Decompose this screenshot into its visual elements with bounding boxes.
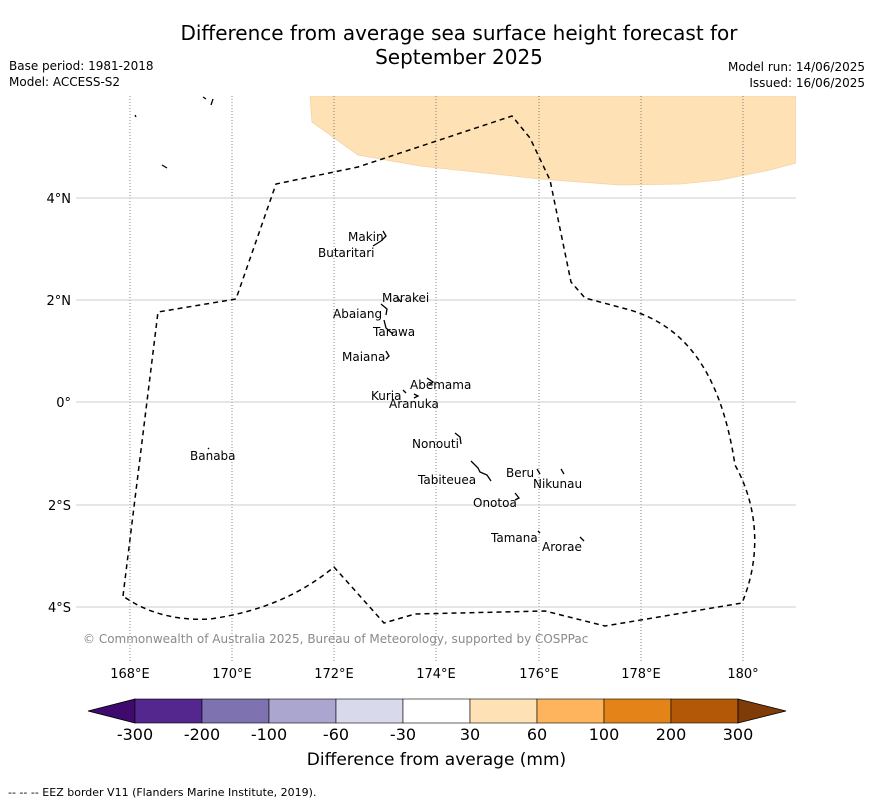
title-line-2: September 2025 — [375, 45, 543, 69]
colorbar-tick: 60 — [527, 725, 547, 744]
lon-label-172e: 172°E — [314, 667, 354, 682]
island-shape-tabiteuea — [470, 460, 492, 482]
colorbar-bin — [335, 698, 404, 724]
model-run: Model run: 14/06/2025 — [727, 60, 865, 74]
page-title: Difference from average sea surface heig… — [0, 21, 873, 69]
lon-label-178e: 178°E — [621, 667, 661, 682]
island-labels: Makin Butaritari Marakei Abaiang Tarawa … — [190, 230, 582, 554]
island-shape-onotoa — [514, 492, 521, 501]
island-shape-tarawa — [383, 319, 394, 335]
colorbar-bin — [134, 698, 203, 724]
colorbar-tick: -30 — [390, 725, 416, 744]
colorbar-tick: -100 — [251, 725, 287, 744]
island-shape-aranuka — [413, 393, 420, 399]
lon-label-180: 180° — [727, 667, 758, 682]
base-period: Base period: 1981-2018 — [9, 59, 154, 73]
island-shape-nikunau — [560, 468, 565, 475]
island-label-abaiang: Abaiang — [333, 307, 382, 321]
meridian-lines — [129, 96, 744, 661]
colorbar-extend-high — [737, 698, 787, 724]
island-shape-marakei — [396, 296, 402, 303]
issued-date: Issued: 16/06/2025 — [749, 76, 865, 90]
parallel-lines — [76, 197, 796, 608]
island-label-nonouti: Nonouti — [412, 437, 459, 451]
colorbar-bin — [201, 698, 270, 724]
lat-label-4n: 4°N — [47, 192, 72, 207]
lat-label-2s: 2°S — [48, 499, 71, 514]
colorbar-tick: 30 — [460, 725, 480, 744]
eez-border-note: -- -- -- EEZ border V11 (Flanders Marine… — [8, 786, 317, 799]
colorbar-tick: -200 — [184, 725, 220, 744]
colorbar-bin — [603, 698, 672, 724]
lon-label-170e: 170°E — [212, 667, 252, 682]
model-name: Model: ACCESS-S2 — [9, 75, 121, 89]
island-label-abemama: Abemama — [410, 378, 471, 392]
colorbar-tick-labels: -300 -200 -100 -60 -30 30 60 100 200 300 — [117, 725, 753, 744]
island-label-arorae: Arorae — [542, 540, 582, 554]
island-shape-tamana — [537, 530, 541, 534]
island-shape-abemama — [426, 377, 435, 386]
colorbar-bin — [469, 698, 538, 724]
title-line-1: Difference from average sea surface heig… — [180, 21, 738, 45]
island-label-kuria: Kuria — [371, 389, 402, 403]
colorbar-bin — [536, 698, 605, 724]
island-shape-beru — [536, 468, 541, 475]
island-shape-abaiang — [380, 303, 388, 316]
island-label-banaba: Banaba — [190, 449, 236, 463]
island-shape-nw-3 — [202, 96, 207, 100]
lon-label-174e: 174°E — [416, 667, 456, 682]
anomaly-region-30-60 — [309, 96, 796, 186]
copyright-notice: © Commonwealth of Australia 2025, Bureau… — [83, 632, 589, 646]
island-shape-maiana — [385, 350, 390, 360]
colorbar-tick: 100 — [589, 725, 620, 744]
island-label-beru: Beru — [506, 466, 534, 480]
island-shape-butaritari — [372, 240, 382, 247]
island-label-makin: Makin — [348, 230, 384, 244]
colorbar-bin — [268, 698, 337, 724]
colorbar-bin — [402, 698, 471, 724]
island-label-tamana: Tamana — [490, 531, 538, 545]
island-outlines — [134, 96, 585, 542]
island-label-tarawa: Tarawa — [372, 325, 415, 339]
lon-label-168e: 168°E — [110, 667, 150, 682]
meta-right: Model run: 14/06/2025 Issued: 16/06/2025 — [728, 59, 865, 91]
island-label-aranuka: Aranuka — [389, 397, 439, 411]
island-shape-nw-1 — [134, 114, 137, 118]
longitude-labels: 168°E 170°E 172°E 174°E 176°E 178°E 180° — [110, 667, 758, 682]
lon-label-176e: 176°E — [519, 667, 559, 682]
island-shape-arorae — [579, 536, 585, 542]
colorbar-tick: 300 — [723, 725, 754, 744]
island-shape-makin — [380, 230, 387, 242]
island-shape-banaba — [207, 447, 210, 450]
island-label-nikunau: Nikunau — [533, 477, 582, 491]
lat-label-0: 0° — [56, 396, 71, 411]
colorbar-label: Difference from average (mm) — [306, 750, 567, 770]
colorbar-tick: -60 — [323, 725, 349, 744]
island-label-onotoa: Onotoa — [473, 496, 517, 510]
eez-border — [122, 115, 756, 627]
island-shape-nw-4 — [210, 98, 214, 106]
colorbar-tick: 200 — [656, 725, 687, 744]
colorbar: -300 -200 -100 -60 -30 30 60 100 200 300 — [87, 698, 787, 744]
latitude-labels: 4°N 2°N 0° 2°S 4°S — [47, 192, 72, 616]
colorbar-tick: -300 — [117, 725, 153, 744]
lat-label-2n: 2°N — [47, 294, 72, 309]
lat-label-4s: 4°S — [48, 601, 71, 616]
meta-left: Base period: 1981-2018 Model: ACCESS-S2 — [9, 58, 154, 90]
island-label-butaritari: Butaritari — [318, 246, 375, 260]
map-plot-area: Makin Butaritari Marakei Abaiang Tarawa … — [76, 96, 796, 661]
island-label-maiana: Maiana — [342, 350, 385, 364]
island-shape-nonouti — [454, 432, 462, 445]
island-label-marakei: Marakei — [382, 291, 429, 305]
colorbar-bin — [670, 698, 739, 724]
island-label-tabiteuea: Tabiteuea — [417, 473, 476, 487]
island-shape-kuria — [402, 389, 407, 394]
island-shape-nw-2 — [161, 164, 168, 169]
colorbar-extend-low — [87, 698, 136, 724]
